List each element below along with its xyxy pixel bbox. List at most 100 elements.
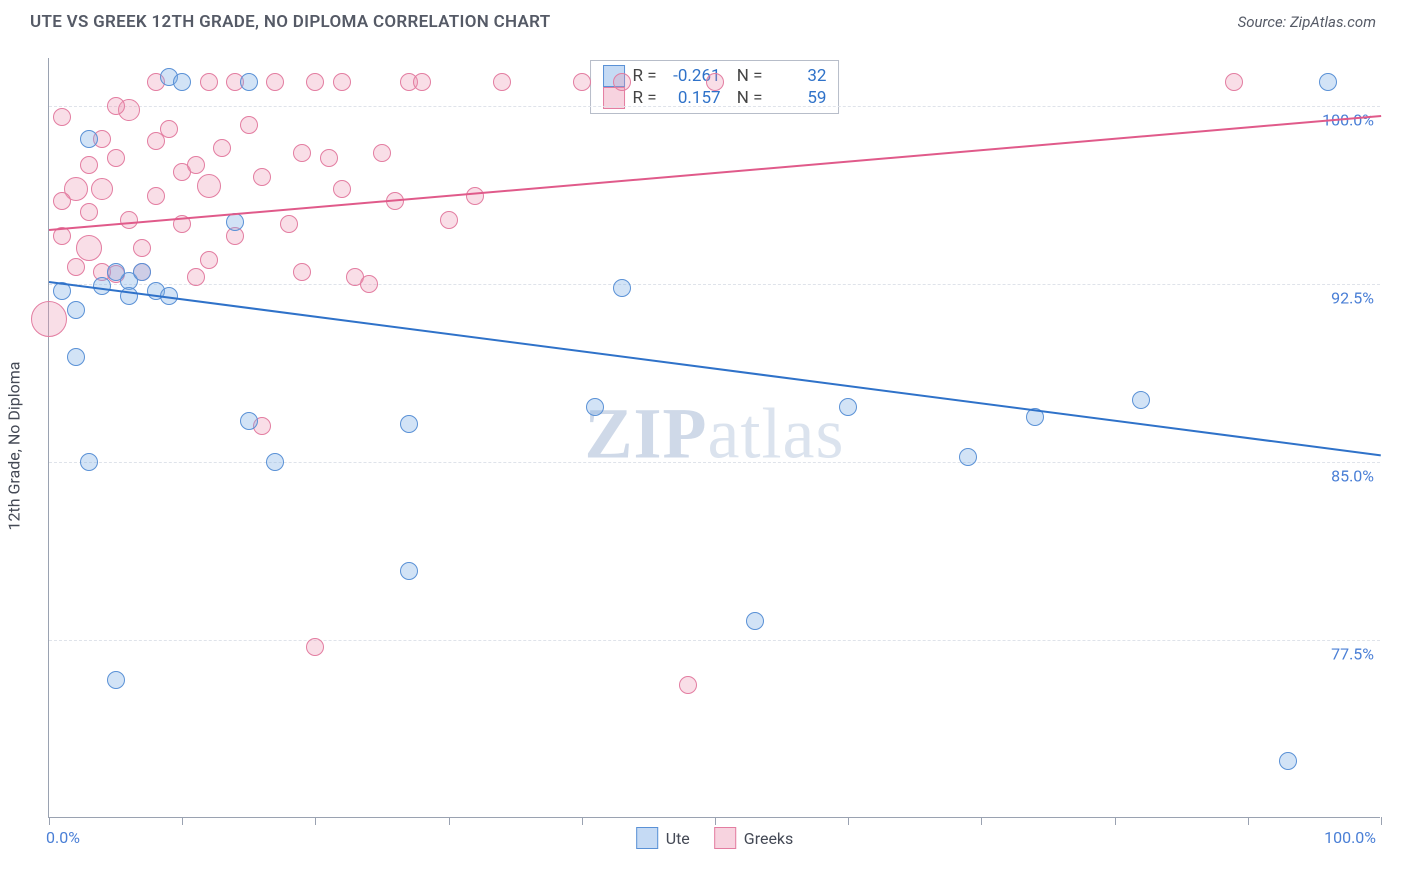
- chart-title: UTE VS GREEK 12TH GRADE, NO DIPLOMA CORR…: [30, 12, 550, 32]
- data-point-ute: [266, 453, 284, 471]
- data-point-greeks: [200, 251, 218, 269]
- data-point-greeks: [91, 178, 113, 200]
- data-point-ute: [839, 398, 857, 416]
- data-point-greeks: [187, 268, 205, 286]
- data-point-greeks: [133, 239, 151, 257]
- stats-n-label: N =: [737, 66, 763, 86]
- swatch-greeks-icon: [714, 827, 736, 849]
- y-tick-label: 92.5%: [1331, 288, 1382, 307]
- data-point-greeks: [679, 676, 697, 694]
- data-point-ute: [1279, 752, 1297, 770]
- data-point-greeks: [440, 211, 458, 229]
- data-point-ute: [80, 130, 98, 148]
- data-point-ute: [93, 277, 111, 295]
- data-point-greeks: [67, 258, 85, 276]
- data-point-greeks: [80, 156, 98, 174]
- x-tick: [49, 817, 50, 825]
- data-point-greeks: [107, 149, 125, 167]
- header-row: UTE VS GREEK 12TH GRADE, NO DIPLOMA CORR…: [0, 0, 1406, 40]
- data-point-greeks: [266, 73, 284, 91]
- data-point-greeks: [31, 301, 67, 337]
- x-tick: [582, 817, 583, 825]
- swatch-ute-icon: [636, 827, 658, 849]
- legend-item-ute: Ute: [636, 827, 690, 849]
- data-point-ute: [80, 453, 98, 471]
- data-point-ute: [613, 279, 631, 297]
- data-point-greeks: [493, 73, 511, 91]
- data-point-ute: [400, 415, 418, 433]
- legend-item-greeks: Greeks: [714, 827, 794, 849]
- data-point-greeks: [197, 174, 221, 198]
- data-point-ute: [586, 398, 604, 416]
- data-point-greeks: [200, 73, 218, 91]
- x-tick: [1115, 817, 1116, 825]
- data-point-greeks: [320, 149, 338, 167]
- x-tick: [848, 817, 849, 825]
- x-tick: [981, 817, 982, 825]
- data-point-greeks: [240, 116, 258, 134]
- data-point-ute: [67, 301, 85, 319]
- data-point-ute: [400, 562, 418, 580]
- x-tick: [1381, 817, 1382, 825]
- data-point-greeks: [107, 97, 125, 115]
- data-point-greeks: [147, 132, 165, 150]
- data-point-greeks: [147, 187, 165, 205]
- stats-n-ute: 32: [768, 66, 826, 86]
- data-point-greeks: [53, 108, 71, 126]
- data-point-greeks: [573, 73, 591, 91]
- data-point-greeks: [360, 275, 378, 293]
- x-axis-min-label: 0.0%: [46, 828, 80, 847]
- y-axis-label: 12th Grade, No Diploma: [5, 362, 24, 531]
- gridline: [49, 462, 1380, 463]
- scatter-chart: ZIPatlas R = -0.261 N = 32 R = 0.157 N =…: [48, 58, 1380, 818]
- data-point-greeks: [466, 187, 484, 205]
- data-point-greeks: [80, 203, 98, 221]
- data-point-greeks: [76, 235, 102, 261]
- data-point-greeks: [213, 139, 231, 157]
- data-point-ute: [107, 671, 125, 689]
- y-tick-label: 77.5%: [1331, 644, 1382, 663]
- x-tick: [715, 817, 716, 825]
- data-point-ute: [120, 287, 138, 305]
- x-tick: [449, 817, 450, 825]
- series-legend: Ute Greeks: [636, 827, 794, 849]
- data-point-greeks: [306, 73, 324, 91]
- data-point-greeks: [333, 73, 351, 91]
- data-point-greeks: [373, 144, 391, 162]
- data-point-ute: [1132, 391, 1150, 409]
- data-point-greeks: [253, 168, 271, 186]
- stats-r-label: R =: [633, 66, 657, 86]
- data-point-ute: [133, 263, 151, 281]
- data-point-greeks: [306, 638, 324, 656]
- legend-ute-label: Ute: [666, 829, 690, 848]
- data-point-ute: [959, 448, 977, 466]
- gridline: [49, 106, 1380, 107]
- data-point-greeks: [120, 211, 138, 229]
- y-tick-label: 85.0%: [1331, 466, 1382, 485]
- data-point-ute: [240, 412, 258, 430]
- x-tick: [315, 817, 316, 825]
- data-point-ute: [1319, 73, 1337, 91]
- x-axis-max-label: 100.0%: [1324, 828, 1376, 847]
- data-point-greeks: [187, 156, 205, 174]
- data-point-greeks: [293, 144, 311, 162]
- data-point-greeks: [333, 180, 351, 198]
- gridline: [49, 284, 1380, 285]
- data-point-greeks: [53, 192, 71, 210]
- gridline: [49, 640, 1380, 641]
- data-point-greeks: [293, 263, 311, 281]
- data-point-greeks: [280, 215, 298, 233]
- data-point-greeks: [706, 73, 724, 91]
- data-point-greeks: [413, 73, 431, 91]
- data-point-ute: [67, 348, 85, 366]
- data-point-ute: [240, 73, 258, 91]
- x-tick: [1248, 817, 1249, 825]
- data-point-ute: [173, 73, 191, 91]
- chart-source: Source: ZipAtlas.com: [1238, 13, 1376, 31]
- x-tick: [182, 817, 183, 825]
- data-point-greeks: [1225, 73, 1243, 91]
- data-point-ute: [746, 612, 764, 630]
- data-point-ute: [107, 263, 125, 281]
- legend-greeks-label: Greeks: [744, 829, 794, 848]
- data-point-greeks: [613, 73, 631, 91]
